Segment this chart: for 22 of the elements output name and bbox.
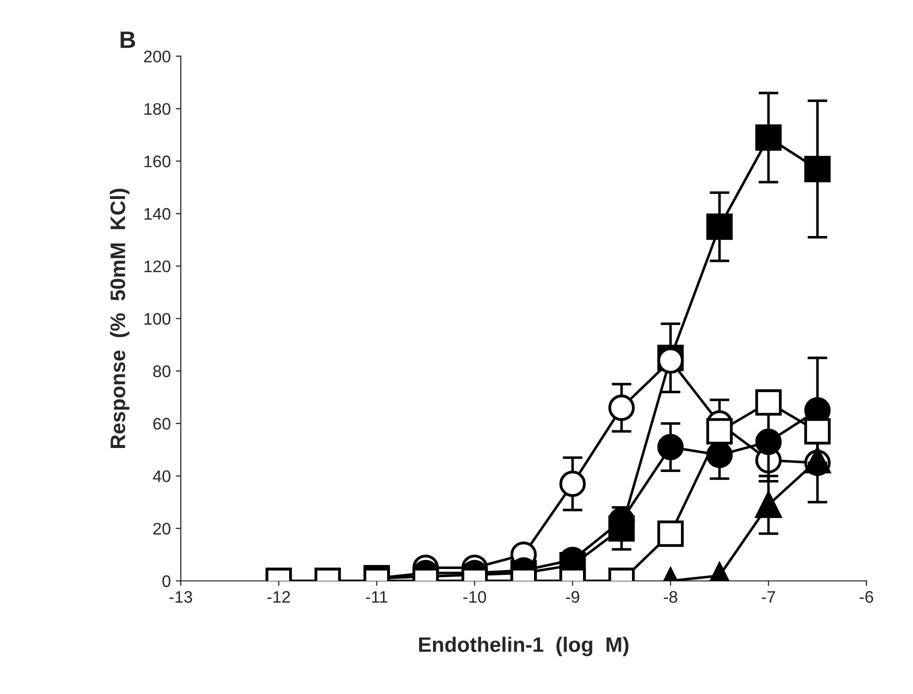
y-tick-label: 0 xyxy=(162,575,170,588)
x-tick-label: -10 xyxy=(463,591,486,603)
x-tick-label: -7 xyxy=(762,591,776,603)
y-axis-title: Response (% 50mM KCl) xyxy=(110,188,130,448)
y-tick-label: 40 xyxy=(152,470,170,482)
y-tick-label: 20 xyxy=(153,522,170,535)
x-axis-title: Endothelin-1 (log M) xyxy=(419,636,628,656)
y-tick-label: 100 xyxy=(144,312,170,325)
y-tick-label: 80 xyxy=(153,365,170,378)
x-tick-label: -12 xyxy=(267,591,290,603)
x-tick-label: -13 xyxy=(169,591,192,603)
x-tick-label: -11 xyxy=(366,591,388,603)
x-tick-label: -8 xyxy=(664,591,678,603)
y-tick-label: 60 xyxy=(153,418,170,430)
y-tick-label: 160 xyxy=(144,156,170,168)
y-tick-label: 200 xyxy=(144,50,170,62)
y-tick-label: 140 xyxy=(144,208,170,220)
x-tick-label: -6 xyxy=(860,591,874,603)
y-tick-label: 180 xyxy=(144,103,170,115)
y-tick-label: 120 xyxy=(144,260,170,272)
chart-title: B xyxy=(120,32,136,48)
x-tick-label: -9 xyxy=(566,591,580,603)
